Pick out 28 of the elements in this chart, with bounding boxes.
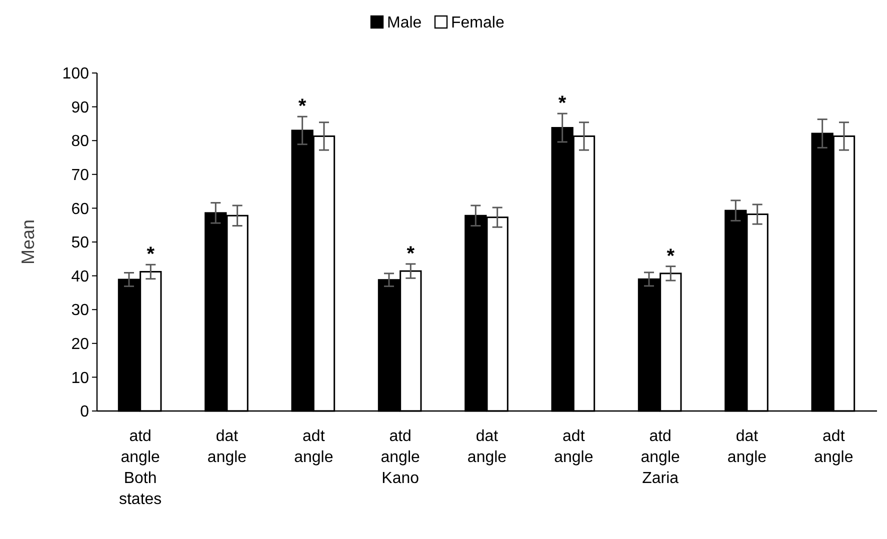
- y-tick-label: 80: [71, 133, 90, 150]
- y-tick-label: 20: [71, 336, 90, 353]
- x-tick-label: dat angle: [727, 428, 767, 466]
- data-label: *: [406, 242, 415, 265]
- x-tick-label: atd angle Kano: [380, 428, 420, 487]
- legend-label: Male: [387, 14, 422, 32]
- data-label: *: [298, 96, 306, 118]
- y-tick-label: 50: [71, 234, 90, 252]
- data-label: *: [146, 244, 155, 266]
- y-tick-label: 70: [71, 167, 90, 184]
- x-tick-label: adt angle: [814, 428, 854, 466]
- y-axis-title: Mean: [18, 219, 38, 265]
- legend-label: Female: [451, 14, 504, 32]
- data-label: *: [666, 245, 675, 268]
- y-tick-label: 0: [80, 404, 90, 421]
- x-tick-label: dat angle: [467, 428, 507, 466]
- x-tick-label: adt angle: [554, 428, 594, 466]
- y-tick-label: 90: [71, 99, 90, 116]
- y-tick-label: 100: [62, 66, 90, 83]
- x-tick-label: adt angle: [294, 428, 334, 466]
- x-tick-label: atd angle Both states: [118, 428, 162, 508]
- y-tick-label: 30: [71, 302, 90, 320]
- data-label: *: [558, 92, 566, 115]
- x-tick-label: atd angle Zaria: [640, 428, 680, 487]
- y-tick-label: 40: [71, 268, 90, 286]
- y-tick-label: 60: [71, 200, 90, 218]
- y-tick-label: 10: [71, 370, 90, 387]
- x-tick-label: dat angle: [207, 428, 247, 466]
